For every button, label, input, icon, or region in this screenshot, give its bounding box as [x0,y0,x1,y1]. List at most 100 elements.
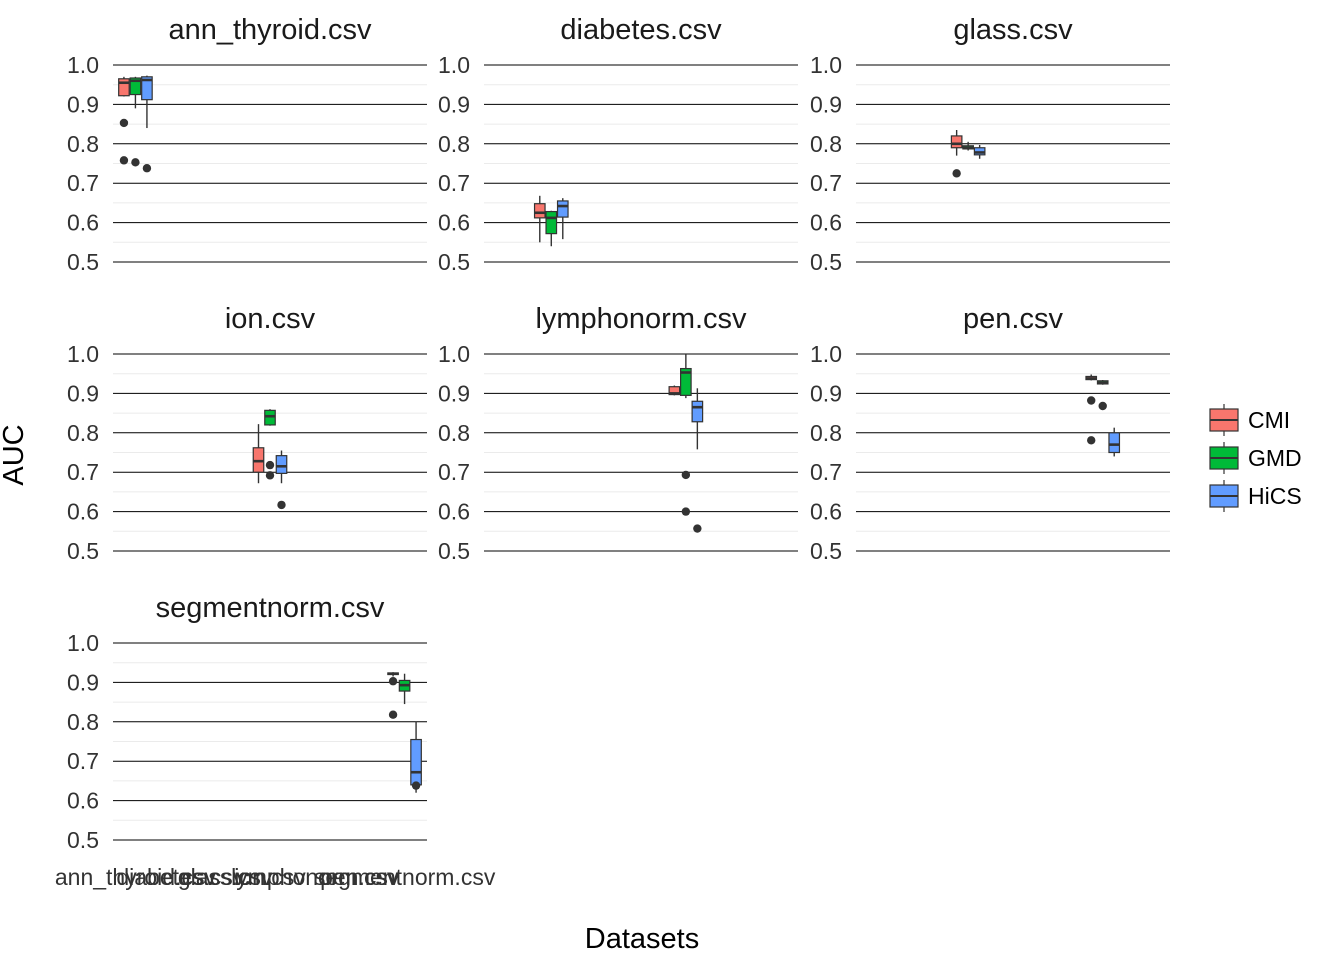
y-tick-label: 0.8 [438,131,470,157]
box-body [129,77,142,96]
x-axis-title: Datasets [585,923,699,955]
box-cmi [387,672,399,719]
panel-title: glass.csv [953,14,1073,46]
legend-label: CMI [1248,407,1290,433]
y-tick-label: 0.9 [67,91,99,117]
legend: CMI GMD HiCS [1209,404,1302,512]
box-hics [141,75,153,173]
box-body [545,210,558,235]
facet-panels: 0.5 0.6 0.7 0.8 0.9 1.0 ann_thyroid.csv 0.5 0.6 0… [67,14,1170,853]
box-cmi [533,195,546,243]
outlier-point [119,118,129,128]
box-body [680,367,692,396]
x-tick-label: lymphonorm.csv [231,864,399,890]
y-tick-label: 0.6 [67,499,99,525]
x-tick-label: glass.csv [178,864,273,890]
box-gmd [545,210,558,247]
outlier-point [265,460,275,470]
facet-panel: 0.5 0.6 0.7 0.8 0.9 1.0 glass.csv [810,14,1170,275]
x-axis-tick-labels: ann_thyroid.csvdiabetes.csvglass.csvion.… [55,864,496,890]
box-cmi [950,130,963,178]
y-tick-label: 0.7 [67,459,99,485]
outlier-point [388,677,398,686]
panel-title: segmentnorm.csv [156,592,385,624]
y-tick-label: 1.0 [67,52,99,78]
y-tick-label: 0.8 [810,131,842,157]
y-tick-label: 0.5 [810,538,842,564]
y-tick-label: 0.5 [67,249,99,275]
y-axis-title: AUC [0,424,30,485]
y-tick-label: 1.0 [438,52,470,78]
y-tick-label: 0.7 [810,459,842,485]
y-tick-label: 0.7 [67,170,99,196]
panel-title: diabetes.csv [560,14,722,46]
legend-item-gmd: GMD [1209,442,1302,474]
outlier-point [693,524,702,533]
y-tick-label: 0.6 [67,788,99,814]
y-tick-label: 0.5 [438,249,470,275]
box-body [691,400,704,423]
box-hics [1108,427,1121,457]
facet-panel: 0.5 0.6 0.7 0.8 0.9 1.0 diabetes.csv [438,14,798,275]
box-hics [410,721,422,793]
box-cmi [252,424,265,484]
y-tick-label: 0.6 [810,210,842,236]
outlier-point [388,710,398,719]
box-gmd [1096,380,1109,411]
panel-title: pen.csv [963,303,1063,335]
box-cmi [668,385,681,396]
x-tick-label: pen.csv [320,864,400,890]
facet-panel: 0.5 0.6 0.7 0.8 0.9 1.0 segmentnorm.csv [67,592,427,853]
facet-panel: 0.5 0.6 0.7 0.8 0.9 1.0 ion.csv [67,303,427,564]
box-body [410,738,422,786]
y-tick-label: 0.5 [67,538,99,564]
box-gmd [398,673,411,705]
facet-panel: 0.5 0.6 0.7 0.8 0.9 1.0 lymphonorm.csv [438,303,798,564]
y-tick-label: 0.6 [810,499,842,525]
box-gmd [962,141,974,151]
box-hics [556,198,569,240]
outlier-point [119,156,129,165]
facet-panel: 0.5 0.6 0.7 0.8 0.9 1.0 ann_thyroid.csv [67,14,427,275]
y-tick-label: 0.9 [810,380,842,406]
box-body [950,135,963,149]
y-tick-label: 0.5 [810,249,842,275]
outlier-point [142,164,152,173]
box-gmd [264,409,276,480]
outlier-point [1087,396,1096,405]
box-hics [973,144,986,159]
legend-label: HiCS [1248,483,1302,509]
y-tick-label: 1.0 [438,341,470,367]
outlier-point [277,500,286,510]
y-tick-label: 0.8 [438,420,470,446]
box-gmd [129,76,142,167]
y-tick-label: 0.9 [67,380,99,406]
y-tick-label: 0.9 [438,91,470,117]
legend-label: GMD [1248,445,1302,471]
box-body [556,200,569,218]
y-tick-label: 0.9 [810,91,842,117]
panel-title: ann_thyroid.csv [168,14,372,46]
y-tick-label: 0.7 [67,748,99,774]
x-tick-label: ann_thyroid.csv [55,864,217,890]
outlier-point [681,507,691,516]
box-hics [691,388,704,533]
y-tick-label: 0.6 [438,499,470,525]
box-body [141,76,153,101]
outlier-point [681,470,691,480]
box-body [1108,432,1121,454]
box-body [275,455,288,474]
facet-panel: 0.5 0.6 0.7 0.8 0.9 1.0 pen.csv [810,303,1170,564]
box-hics [275,450,288,510]
box-cmi [1085,374,1098,445]
outlier-point [131,158,140,167]
y-tick-label: 0.8 [67,420,99,446]
x-tick-label: diabetes.csv [116,864,244,890]
outlier-point [1087,436,1096,445]
y-tick-label: 0.8 [67,131,99,157]
y-tick-label: 0.9 [438,380,470,406]
box-gmd [680,354,692,516]
box-body [264,409,276,426]
y-tick-label: 1.0 [810,52,842,78]
y-tick-label: 0.7 [438,170,470,196]
